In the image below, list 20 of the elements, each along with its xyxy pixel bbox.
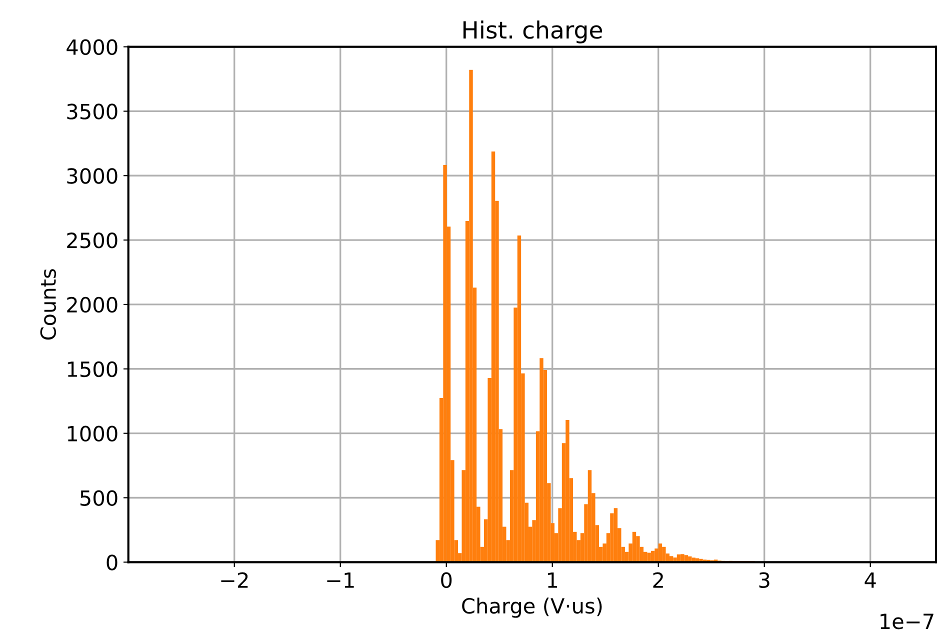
x-tick-label: −1 bbox=[327, 572, 354, 588]
y-tick-label: 4000 bbox=[66, 39, 118, 56]
y-tick-label: 1000 bbox=[68, 426, 118, 442]
chart-title: Hist. charge bbox=[463, 20, 602, 44]
x-tick-label: −2 bbox=[221, 572, 248, 588]
x-tick-label: 0 bbox=[441, 572, 452, 588]
y-tick-label: 500 bbox=[80, 490, 118, 506]
y-tick-label: 3000 bbox=[67, 168, 118, 184]
x-tick-label: 2 bbox=[653, 572, 663, 588]
y-tick-label: 1500 bbox=[68, 361, 118, 378]
x-tick-label: 1 bbox=[548, 572, 558, 588]
y-tick-label: 0 bbox=[106, 554, 118, 570]
x-tick-label: 4 bbox=[864, 572, 876, 588]
y-tick-label: 2000 bbox=[67, 296, 118, 313]
y-axis-title: Counts bbox=[40, 269, 56, 340]
y-tick-label: 3500 bbox=[67, 104, 118, 120]
x-tick-label: 3 bbox=[759, 572, 770, 588]
x-axis-title: Charge (V·us) bbox=[462, 598, 602, 618]
y-tick-label: 2500 bbox=[67, 232, 118, 248]
text: 1e−7 bbox=[880, 614, 934, 630]
